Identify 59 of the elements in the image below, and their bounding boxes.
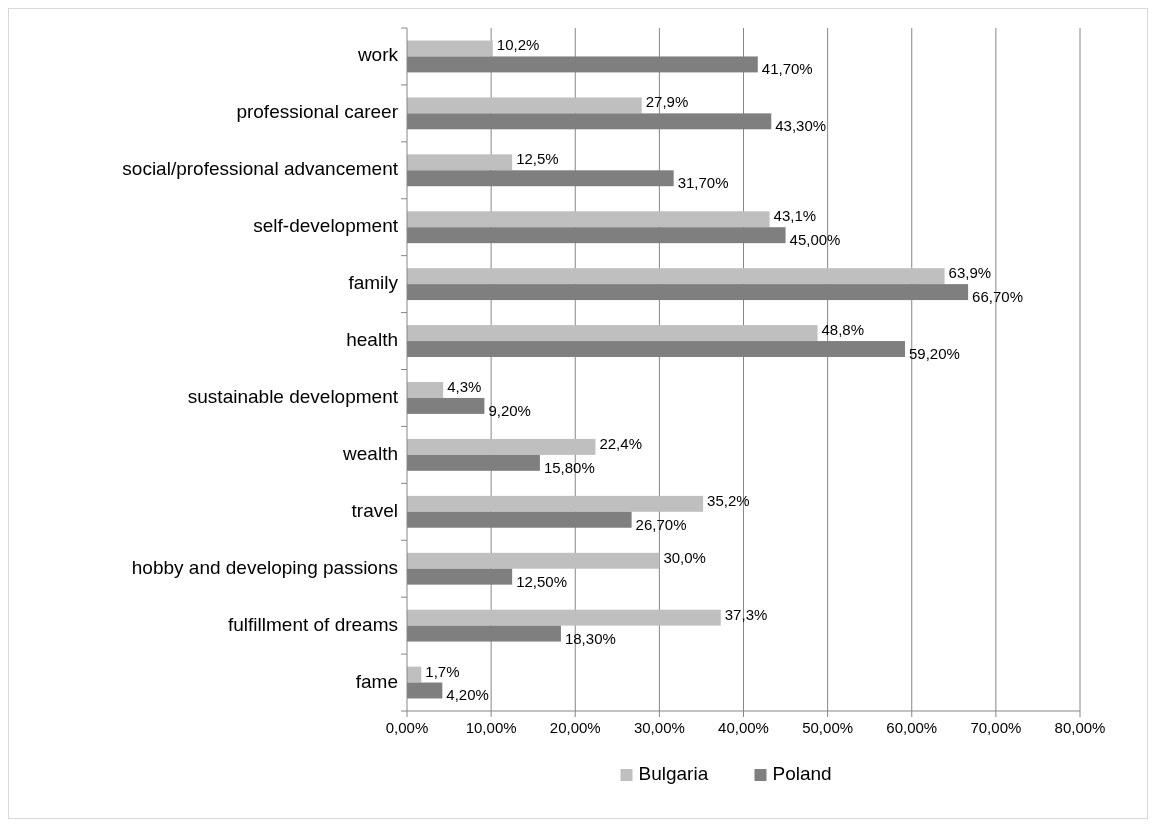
data-label: 12,5% bbox=[516, 150, 559, 168]
bar bbox=[407, 268, 945, 285]
y-tick-label: fame bbox=[355, 670, 398, 692]
x-tick-label: 10,00% bbox=[465, 719, 517, 736]
data-label: 12,50% bbox=[516, 572, 568, 590]
data-label: 59,20% bbox=[909, 344, 960, 362]
x-tick-label: 20,00% bbox=[549, 719, 601, 736]
bar bbox=[407, 495, 704, 512]
data-label: 43,30% bbox=[775, 117, 827, 135]
data-label: 27,9% bbox=[645, 93, 689, 111]
bar bbox=[407, 438, 596, 455]
x-tick-label: 80,00% bbox=[1054, 719, 1106, 736]
data-label: 4,20% bbox=[446, 686, 489, 704]
bar bbox=[407, 40, 493, 57]
x-tick-label: 40,00% bbox=[718, 719, 769, 736]
data-label: 63,9% bbox=[948, 264, 992, 282]
x-tick-label: 70,00% bbox=[970, 719, 1022, 736]
y-tick-label: self-development bbox=[253, 215, 399, 237]
bar bbox=[407, 154, 513, 171]
bar bbox=[407, 382, 444, 398]
bar bbox=[407, 666, 422, 683]
legend-label: Bulgaria bbox=[638, 763, 709, 785]
data-label: 48,8% bbox=[821, 321, 865, 339]
bar bbox=[407, 609, 721, 626]
data-label: 45,00% bbox=[789, 231, 841, 249]
bar bbox=[407, 552, 660, 569]
bar bbox=[407, 97, 642, 114]
y-tick-label: professional career bbox=[236, 101, 399, 123]
y-tick-label: fulfillment of dreams bbox=[227, 613, 398, 635]
x-tick-label: 30,00% bbox=[633, 719, 685, 736]
data-label: 35,2% bbox=[707, 491, 750, 509]
y-tick-label: work bbox=[356, 44, 399, 66]
data-label: 10,2% bbox=[496, 36, 540, 54]
data-label: 1,7% bbox=[425, 662, 460, 680]
y-tick-label: family bbox=[348, 272, 399, 294]
data-label: 22,4% bbox=[599, 434, 642, 452]
data-label: 26,70% bbox=[635, 515, 687, 533]
legend-label: Poland bbox=[772, 763, 832, 785]
data-label: 41,70% bbox=[761, 60, 813, 78]
data-label: 15,80% bbox=[543, 458, 595, 476]
data-label: 66,70% bbox=[972, 288, 1023, 306]
data-label: 43,1% bbox=[773, 207, 817, 225]
y-tick-label: health bbox=[346, 329, 398, 351]
x-tick-label: 60,00% bbox=[886, 719, 938, 736]
data-label: 4,3% bbox=[447, 377, 482, 395]
data-label: 30,0% bbox=[663, 548, 706, 566]
data-label: 31,70% bbox=[677, 174, 729, 192]
x-tick-label: 0,00% bbox=[385, 719, 429, 736]
data-label: 37,3% bbox=[724, 605, 768, 623]
y-tick-label: wealth bbox=[342, 442, 398, 464]
y-tick-label: hobby and developing passions bbox=[131, 556, 398, 578]
bar bbox=[407, 325, 818, 342]
y-tick-label: social/professional advancement bbox=[122, 158, 399, 180]
y-tick-label: sustainable development bbox=[187, 385, 399, 407]
data-label: 18,30% bbox=[564, 629, 616, 647]
x-tick-label: 50,00% bbox=[802, 719, 854, 736]
bar bbox=[407, 211, 770, 228]
y-tick-label: travel bbox=[351, 499, 398, 521]
data-label: 9,20% bbox=[488, 401, 531, 419]
